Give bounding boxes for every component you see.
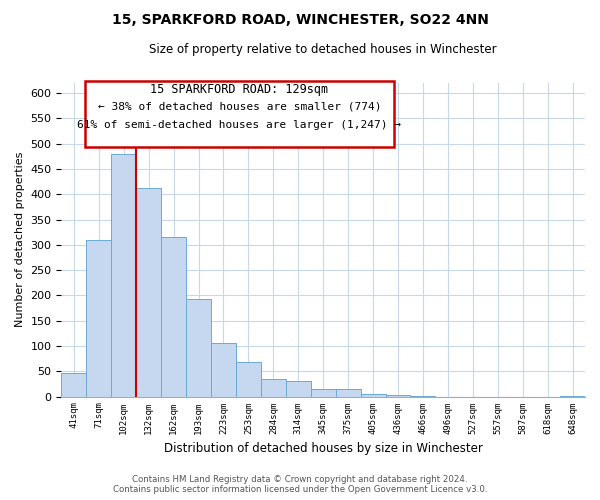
Text: 61% of semi-detached houses are larger (1,247) →: 61% of semi-detached houses are larger (…: [77, 120, 401, 130]
Text: Contains HM Land Registry data © Crown copyright and database right 2024.
Contai: Contains HM Land Registry data © Crown c…: [113, 474, 487, 494]
Bar: [86, 240, 111, 396]
Text: 15 SPARKFORD ROAD: 129sqm: 15 SPARKFORD ROAD: 129sqm: [151, 82, 328, 96]
Bar: [186, 300, 211, 396]
Bar: [211, 344, 236, 396]
Title: Size of property relative to detached houses in Winchester: Size of property relative to detached ho…: [149, 42, 497, 56]
Text: 15, SPARKFORD ROAD, WINCHESTER, SO22 4NN: 15, SPARKFORD ROAD, WINCHESTER, SO22 4NN: [112, 12, 488, 26]
Bar: [386, 395, 410, 396]
Bar: [261, 379, 286, 396]
Bar: [361, 394, 386, 396]
X-axis label: Distribution of detached houses by size in Winchester: Distribution of detached houses by size …: [164, 442, 482, 455]
Bar: [61, 373, 86, 396]
Text: ← 38% of detached houses are smaller (774): ← 38% of detached houses are smaller (77…: [98, 102, 381, 112]
Bar: [111, 154, 136, 396]
Bar: [311, 390, 335, 396]
Bar: [136, 188, 161, 396]
Bar: [236, 362, 261, 396]
Bar: [161, 238, 186, 396]
Bar: [335, 390, 361, 396]
Y-axis label: Number of detached properties: Number of detached properties: [15, 152, 25, 328]
Bar: [286, 382, 311, 396]
FancyBboxPatch shape: [85, 82, 394, 148]
